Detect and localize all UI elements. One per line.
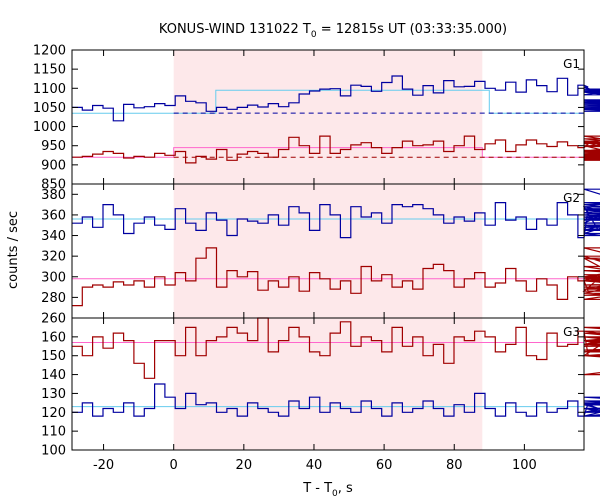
x-axis-label-subscript: 0 (332, 489, 338, 499)
x-axis-label-main: T - T (302, 481, 332, 496)
x-tick-label: 80 (446, 458, 463, 473)
y-tick-label: 340 (41, 229, 66, 244)
series-red-step (72, 317, 600, 379)
chart-title-main: KONUS-WIND 131022 T (159, 22, 311, 37)
y-tick-label: 280 (41, 291, 66, 306)
y-tick-label: 110 (41, 425, 66, 440)
panels-group: 85090095010001050110011501200G1260280300… (33, 44, 600, 473)
highlight-interval (173, 50, 483, 450)
chart-title: KONUS-WIND 131022 T0 = 12815s UT (03:33:… (159, 22, 507, 40)
panel-label-g2: G2 (563, 191, 580, 205)
y-tick-label: 130 (41, 387, 66, 402)
y-tick-label: 120 (41, 406, 66, 421)
y-tick-label: 300 (41, 270, 66, 285)
panel-label-g1: G1 (563, 57, 580, 71)
series-blue-step (72, 188, 600, 239)
y-tick-label: 900 (41, 158, 66, 173)
y-tick-label: 1050 (33, 101, 66, 116)
x-tick-label: 60 (376, 458, 393, 473)
panel-frame (71, 317, 585, 451)
x-tick-label: 0 (170, 458, 178, 473)
chart-title-rest: = 12815s UT (03:33:35.000) (317, 22, 507, 37)
y-axis-label: counts / sec (6, 211, 21, 289)
chart-title-subscript: 0 (311, 30, 317, 40)
y-tick-label: 100 (41, 444, 66, 459)
panel-label-g3: G3 (563, 325, 580, 339)
series-red-step (72, 135, 600, 164)
y-tick-label: 1000 (33, 120, 66, 135)
series-blue-step (72, 383, 600, 417)
y-tick-label: 1150 (33, 63, 66, 78)
y-tick-label: 320 (41, 250, 66, 265)
panel-g2: 260 280 300 320 340 360 380 G2 (41, 183, 600, 327)
x-tick-label: 100 (512, 458, 537, 473)
y-tick-label: 850 (41, 178, 66, 193)
y-tick-label: 1200 (33, 44, 66, 59)
x-axis-label-rest: , s (338, 481, 353, 496)
series-red-step (72, 247, 600, 307)
y-tick-label: 150 (41, 349, 66, 364)
x-tick-label: 40 (306, 458, 323, 473)
y-tick-label: 950 (41, 139, 66, 154)
series-blue-step (72, 75, 600, 122)
y-tick-label: 140 (41, 368, 66, 383)
x-tick-label: 20 (236, 458, 253, 473)
x-axis-label: T - T0, s (302, 481, 353, 499)
x-tick-label: -20 (93, 458, 114, 473)
y-tick-label: 380 (41, 188, 66, 203)
panel-g3: 100 110 120 130 140 150 160 G3 (41, 317, 600, 459)
y-tick-label: 260 (41, 312, 66, 327)
y-tick-label: 1100 (33, 82, 66, 97)
y-tick-label: 160 (41, 330, 66, 345)
y-tick-label: 360 (41, 208, 66, 223)
